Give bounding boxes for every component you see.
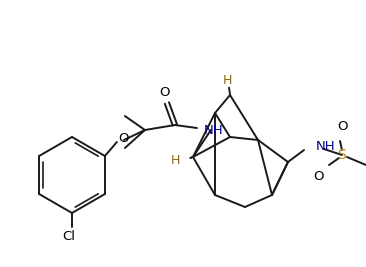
Text: H: H (171, 154, 180, 167)
Text: O: O (337, 120, 347, 134)
Text: O: O (314, 171, 324, 183)
Text: O: O (160, 87, 170, 100)
Text: Cl: Cl (63, 230, 75, 244)
Text: NH: NH (316, 140, 336, 154)
Text: NH: NH (204, 124, 224, 138)
Text: H: H (222, 74, 232, 88)
Text: O: O (119, 132, 129, 146)
Text: S: S (337, 148, 346, 162)
